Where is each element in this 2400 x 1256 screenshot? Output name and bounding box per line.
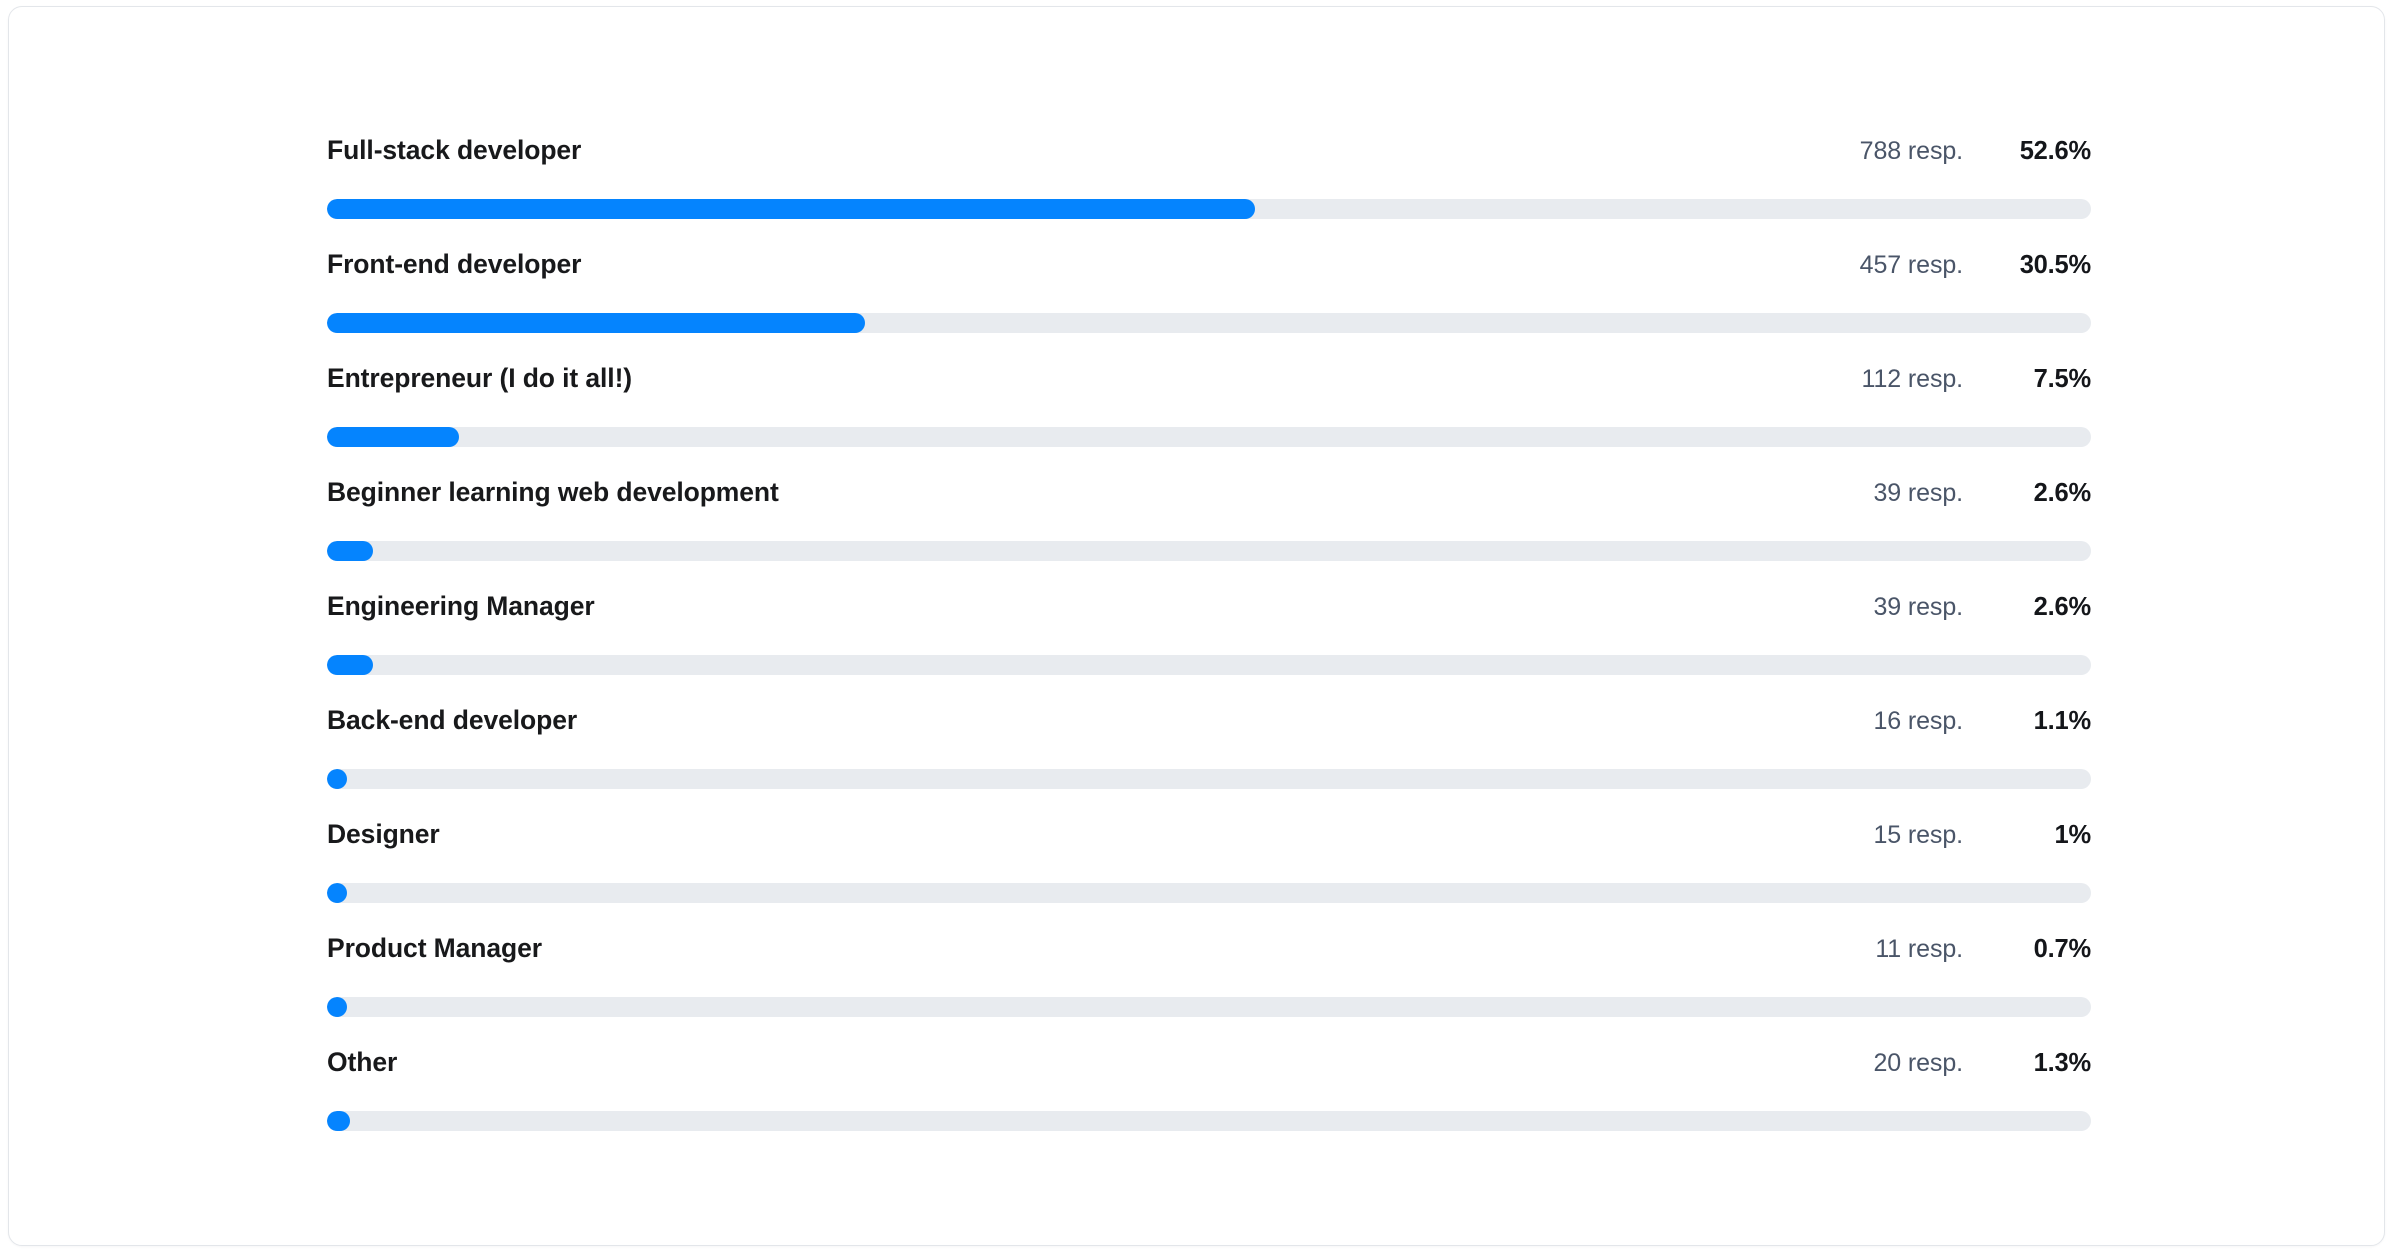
result-percent: 52.6% bbox=[2019, 137, 2092, 165]
result-row-header: Engineering Manager 39 resp. 2.6% bbox=[319, 591, 2093, 635]
result-option-label: Entrepreneur (I do it all!) bbox=[327, 363, 633, 393]
survey-result-row[interactable]: Back-end developer 16 resp. 1.1% bbox=[319, 705, 2093, 819]
result-percent: 0.7% bbox=[2033, 935, 2092, 963]
result-option-label: Beginner learning web development bbox=[327, 477, 779, 507]
result-percent: 2.6% bbox=[2033, 479, 2092, 507]
result-bar-track bbox=[327, 1111, 2091, 1131]
result-row-header: Full-stack developer 788 resp. 52.6% bbox=[319, 135, 2093, 179]
result-percent: 1.1% bbox=[2033, 707, 2092, 735]
result-row-stats: 39 resp. 2.6% bbox=[1873, 479, 2091, 508]
result-row-stats: 39 resp. 2.6% bbox=[1873, 593, 2091, 622]
result-bar-track bbox=[327, 313, 2091, 333]
result-bar-fill bbox=[327, 655, 373, 675]
result-option-label: Product Manager bbox=[327, 933, 542, 963]
result-bar-track bbox=[327, 541, 2091, 561]
survey-results-list: Full-stack developer 788 resp. 52.6% Front-… bbox=[319, 135, 2093, 1161]
survey-results-card: Full-stack developer 788 resp. 52.6% Front-… bbox=[8, 6, 2385, 1246]
result-row-stats: 457 resp. 30.5% bbox=[1859, 251, 2092, 280]
result-bar-track bbox=[327, 199, 2091, 219]
result-bar-track bbox=[327, 883, 2091, 903]
result-bar-fill bbox=[327, 313, 866, 333]
survey-result-row[interactable]: Front-end developer 457 resp. 30.5% bbox=[319, 249, 2093, 363]
result-response-count: 15 resp. bbox=[1873, 821, 1963, 849]
result-row-header: Other 20 resp. 1.3% bbox=[319, 1047, 2093, 1091]
survey-result-row[interactable]: Entrepreneur (I do it all!) 112 resp. 7.5% bbox=[319, 363, 2093, 477]
result-percent: 7.5% bbox=[2033, 365, 2092, 393]
survey-result-row[interactable]: Engineering Manager 39 resp. 2.6% bbox=[319, 591, 2093, 705]
result-response-count: 20 resp. bbox=[1873, 1049, 1963, 1077]
result-option-label: Front-end developer bbox=[327, 249, 582, 279]
result-response-count: 788 resp. bbox=[1859, 137, 1963, 165]
result-row-stats: 788 resp. 52.6% bbox=[1859, 137, 2092, 166]
result-bar-track bbox=[327, 997, 2091, 1017]
result-percent: 1.3% bbox=[2033, 1049, 2092, 1077]
result-response-count: 112 resp. bbox=[1861, 365, 1964, 393]
result-bar-track bbox=[327, 769, 2091, 789]
result-option-label: Back-end developer bbox=[327, 705, 578, 735]
result-bar-fill bbox=[327, 883, 347, 903]
result-bar-fill bbox=[327, 427, 460, 447]
result-bar-fill bbox=[327, 1111, 350, 1131]
result-option-label: Other bbox=[327, 1047, 398, 1077]
result-option-label: Engineering Manager bbox=[327, 591, 595, 621]
survey-result-row[interactable]: Product Manager 11 resp. 0.7% bbox=[319, 933, 2093, 1047]
result-row-header: Beginner learning web development 39 resp… bbox=[319, 477, 2093, 521]
result-row-stats: 15 resp. 1% bbox=[1873, 821, 2091, 850]
result-bar-track bbox=[327, 427, 2091, 447]
result-row-stats: 11 resp. 0.7% bbox=[1875, 935, 2091, 964]
result-bar-fill bbox=[327, 997, 347, 1017]
result-row-header: Front-end developer 457 resp. 30.5% bbox=[319, 249, 2093, 293]
result-row-header: Back-end developer 16 resp. 1.1% bbox=[319, 705, 2093, 749]
result-row-header: Product Manager 11 resp. 0.7% bbox=[319, 933, 2093, 977]
result-percent: 1% bbox=[2054, 821, 2092, 849]
result-response-count: 457 resp. bbox=[1859, 251, 1963, 279]
survey-result-row[interactable]: Full-stack developer 788 resp. 52.6% bbox=[319, 135, 2093, 249]
result-percent: 30.5% bbox=[2019, 251, 2092, 279]
result-option-label: Designer bbox=[327, 819, 440, 849]
result-response-count: 16 resp. bbox=[1873, 707, 1963, 735]
result-row-stats: 112 resp. 7.5% bbox=[1861, 365, 2092, 394]
survey-result-row[interactable]: Beginner learning web development 39 resp… bbox=[319, 477, 2093, 591]
result-response-count: 11 resp. bbox=[1875, 935, 1963, 963]
result-row-stats: 16 resp. 1.1% bbox=[1873, 707, 2091, 736]
survey-result-row[interactable]: Designer 15 resp. 1% bbox=[319, 819, 2093, 933]
result-option-label: Full-stack developer bbox=[327, 135, 582, 165]
result-bar-track bbox=[327, 655, 2091, 675]
result-bar-fill bbox=[327, 541, 373, 561]
result-row-header: Designer 15 resp. 1% bbox=[319, 819, 2093, 863]
result-response-count: 39 resp. bbox=[1873, 593, 1963, 621]
result-response-count: 39 resp. bbox=[1873, 479, 1963, 507]
result-percent: 2.6% bbox=[2033, 593, 2092, 621]
result-bar-fill bbox=[327, 199, 1255, 219]
result-row-header: Entrepreneur (I do it all!) 112 resp. 7.5% bbox=[319, 363, 2093, 407]
result-row-stats: 20 resp. 1.3% bbox=[1873, 1049, 2091, 1078]
survey-result-row[interactable]: Other 20 resp. 1.3% bbox=[319, 1047, 2093, 1161]
result-bar-fill bbox=[327, 769, 347, 789]
